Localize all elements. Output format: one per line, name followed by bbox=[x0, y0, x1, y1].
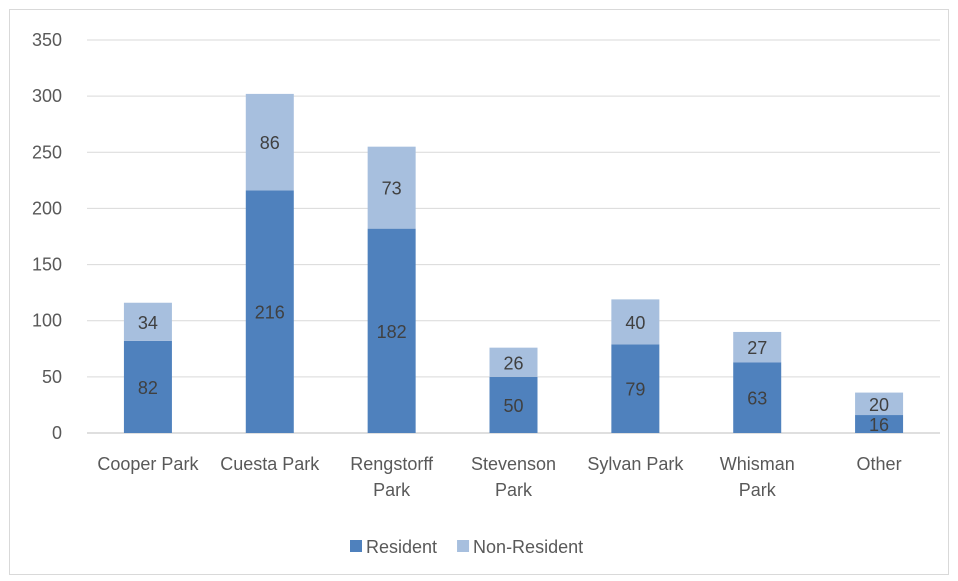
data-label: 82 bbox=[138, 378, 158, 398]
bar-non-resident bbox=[489, 347, 538, 377]
x-category-label: Park bbox=[739, 480, 777, 500]
y-tick-label: 50 bbox=[42, 367, 62, 387]
y-tick-label: 350 bbox=[32, 30, 62, 50]
legend-swatch bbox=[457, 540, 470, 552]
x-category-label: Park bbox=[495, 480, 533, 500]
data-label: 63 bbox=[747, 389, 767, 409]
x-category-label: Park bbox=[373, 480, 411, 500]
x-category-label: Cooper Park bbox=[97, 454, 199, 474]
legend-label: Resident bbox=[366, 537, 437, 557]
bar-non-resident bbox=[611, 299, 660, 345]
data-label: 16 bbox=[869, 415, 889, 435]
bar-resident bbox=[733, 362, 782, 433]
x-category-label: Sylvan Park bbox=[587, 454, 684, 474]
bar-non-resident bbox=[855, 392, 904, 416]
y-tick-label: 250 bbox=[32, 142, 62, 162]
data-label: 182 bbox=[377, 322, 407, 342]
x-category-label: Rengstorff bbox=[350, 454, 434, 474]
data-label: 50 bbox=[503, 396, 523, 416]
x-category-label: Cuesta Park bbox=[220, 454, 320, 474]
data-label: 79 bbox=[625, 380, 645, 400]
x-axis-categories: Cooper Park Cuesta Park Rengstorff Park Stev… bbox=[97, 454, 901, 500]
y-axis-ticks: 0 50 100 150 200 250 300 350 bbox=[32, 30, 62, 443]
bar-resident bbox=[123, 340, 172, 433]
data-label: 40 bbox=[625, 313, 645, 333]
x-category-label: Whisman bbox=[720, 454, 795, 474]
bar-resident bbox=[245, 190, 294, 433]
bar-non-resident bbox=[123, 302, 172, 341]
y-tick-label: 100 bbox=[32, 311, 62, 331]
data-label: 20 bbox=[869, 395, 889, 415]
x-category-label: Other bbox=[857, 454, 902, 474]
bar-non-resident bbox=[245, 93, 294, 191]
legend-label: Non-Resident bbox=[473, 537, 583, 557]
x-category-label: Stevenson bbox=[471, 454, 556, 474]
data-label: 86 bbox=[260, 133, 280, 153]
chart-frame bbox=[9, 9, 949, 575]
y-tick-label: 0 bbox=[52, 423, 62, 443]
data-label: 27 bbox=[747, 338, 767, 358]
bar-resident bbox=[855, 415, 904, 433]
data-label: 216 bbox=[255, 303, 285, 323]
gridlines bbox=[87, 39, 940, 434]
bar-non-resident bbox=[367, 146, 416, 229]
data-label: 73 bbox=[382, 179, 402, 199]
legend: Resident Non-Resident bbox=[350, 537, 583, 557]
bar-non-resident bbox=[733, 331, 782, 363]
y-tick-label: 200 bbox=[32, 198, 62, 218]
bars bbox=[123, 93, 904, 433]
bar-resident bbox=[367, 228, 416, 433]
bar-resident bbox=[611, 344, 660, 433]
data-label: 26 bbox=[503, 353, 523, 373]
y-tick-label: 300 bbox=[32, 86, 62, 106]
legend-swatch bbox=[350, 540, 362, 552]
data-label: 34 bbox=[138, 313, 158, 333]
bar-resident bbox=[489, 376, 538, 433]
y-tick-label: 150 bbox=[32, 255, 62, 275]
